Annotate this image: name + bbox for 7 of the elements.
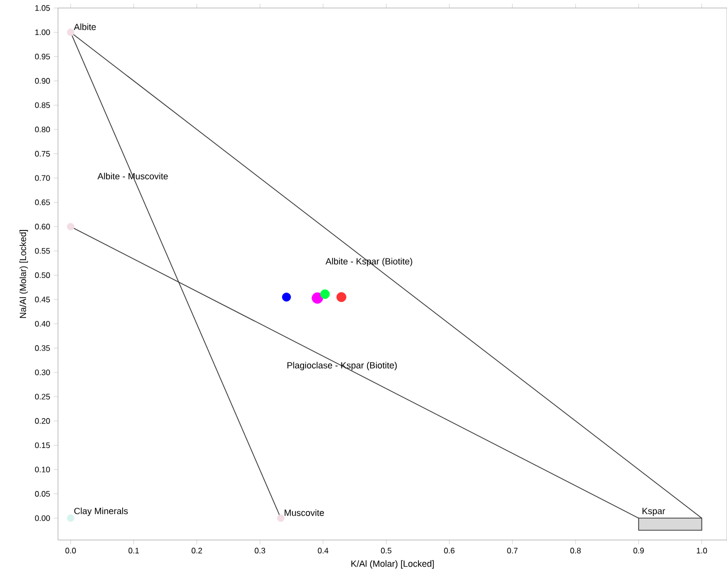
annotation: Albite xyxy=(74,24,96,30)
y-axis-title: Na/Al (Molar) [Locked] xyxy=(20,230,28,318)
annotation: Muscovite xyxy=(284,509,324,516)
annotation: Clay Minerals xyxy=(74,508,128,516)
annotation: Kspar xyxy=(642,508,666,516)
annotation: Plagioclase - Kspar (Biotite) xyxy=(287,362,397,370)
x-axis-title: K/Al (Molar) [Locked] xyxy=(351,560,434,569)
